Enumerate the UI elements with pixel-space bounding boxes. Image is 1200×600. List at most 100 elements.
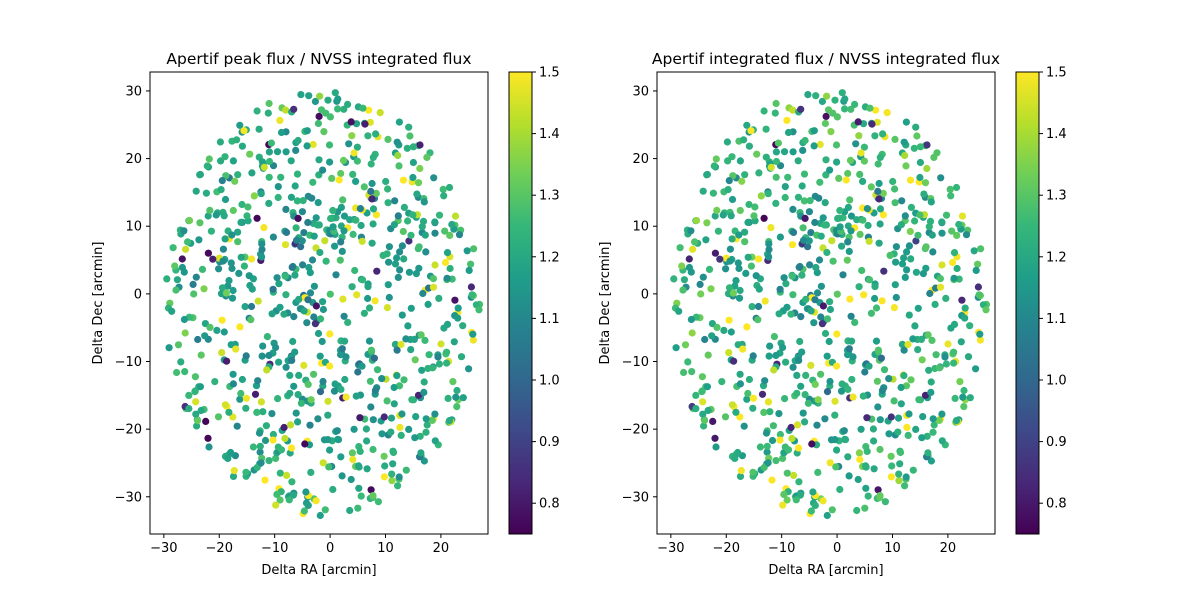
scatter-point xyxy=(358,276,367,284)
scatter-point xyxy=(316,315,325,323)
scatter-point xyxy=(779,454,787,462)
scatter-point xyxy=(744,253,752,261)
scatter-point xyxy=(828,506,836,514)
scatter-point xyxy=(881,498,890,506)
scatter-point xyxy=(936,283,945,291)
scatter-point xyxy=(281,434,289,443)
scatter-point xyxy=(182,245,190,253)
scatter-point xyxy=(356,447,364,455)
scatter-point xyxy=(953,264,961,273)
scatter-point xyxy=(876,153,884,161)
scatter-point xyxy=(909,466,917,474)
scatter-point xyxy=(185,391,193,399)
scatter-point xyxy=(856,230,864,238)
scatter-point xyxy=(223,357,231,365)
scatter-point xyxy=(342,353,350,361)
scatter-point xyxy=(307,396,315,404)
scatter-point xyxy=(950,348,958,356)
scatter-point xyxy=(399,227,407,236)
scatter-point xyxy=(430,174,438,182)
scatter-point xyxy=(890,397,898,405)
scatter-point xyxy=(315,171,323,179)
scatter-point xyxy=(932,351,940,359)
scatter-point xyxy=(755,169,763,177)
scatter-point xyxy=(356,205,364,213)
scatter-point xyxy=(811,296,819,304)
scatter-point xyxy=(938,437,946,445)
scatter-point xyxy=(892,293,900,302)
scatter-point xyxy=(192,187,200,195)
scatter-point xyxy=(469,330,477,338)
scatter-point xyxy=(218,177,226,185)
scatter-point xyxy=(823,388,832,396)
scatter-point xyxy=(184,238,192,246)
scatter-point xyxy=(431,229,439,237)
scatter-point xyxy=(253,408,261,416)
scatter-point xyxy=(736,157,745,165)
scatter-point xyxy=(359,104,367,112)
scatter-point xyxy=(324,96,332,104)
scatter-point xyxy=(684,358,692,366)
scatter-point xyxy=(258,253,266,261)
scatter-point xyxy=(976,330,984,338)
scatter-point xyxy=(257,190,265,198)
scatter-point xyxy=(369,416,377,424)
scatter-point xyxy=(753,150,761,158)
scatter-point xyxy=(848,375,856,384)
scatter-point xyxy=(696,280,704,288)
scatter-point xyxy=(781,183,789,191)
scatter-point xyxy=(234,171,242,179)
scatter-point xyxy=(871,294,879,303)
scatter-point xyxy=(885,375,893,383)
scatter-point xyxy=(902,473,910,481)
scatter-point xyxy=(425,351,433,359)
scatter-point xyxy=(221,235,229,243)
scatter-point xyxy=(355,484,363,492)
scatter-point xyxy=(397,340,405,349)
scatter-point xyxy=(312,302,320,310)
scatter-point xyxy=(299,197,307,205)
scatter-point xyxy=(814,468,822,476)
scatter-point xyxy=(420,198,428,206)
scatter-point xyxy=(273,148,282,156)
scatter-point xyxy=(745,142,754,150)
scatter-point xyxy=(901,151,909,160)
scatter-point xyxy=(225,277,233,285)
scatter-point xyxy=(347,475,355,484)
scatter-point xyxy=(815,194,823,202)
scatter-point xyxy=(443,320,452,328)
scatter-point xyxy=(385,243,393,251)
left-chart-title: Apertif peak flux / NVSS integrated flux xyxy=(166,50,471,68)
scatter-point xyxy=(847,212,856,220)
scatter-point xyxy=(405,268,413,276)
scatter-point xyxy=(901,482,909,490)
scatter-point xyxy=(336,256,344,264)
x-tick-label: 0 xyxy=(326,541,334,556)
scatter-point xyxy=(457,353,466,361)
scatter-point xyxy=(714,227,723,235)
scatter-point xyxy=(841,105,849,113)
scatter-point xyxy=(838,380,846,388)
scatter-point xyxy=(229,286,237,295)
scatter-point xyxy=(826,298,834,306)
scatter-point xyxy=(782,280,790,288)
scatter-point xyxy=(822,112,830,120)
scatter-point xyxy=(212,211,220,219)
scatter-point xyxy=(338,472,346,480)
scatter-point xyxy=(852,140,860,148)
scatter-point xyxy=(812,263,820,272)
scatter-point xyxy=(197,406,205,415)
scatter-point xyxy=(831,436,839,444)
scatter-point xyxy=(844,169,852,178)
scatter-point xyxy=(829,257,837,265)
scatter-point xyxy=(974,260,982,268)
scatter-point xyxy=(823,511,831,520)
scatter-point xyxy=(339,196,347,204)
scatter-point xyxy=(369,220,377,228)
colorbar-tick-label: 1.5 xyxy=(539,66,560,81)
scatter-point xyxy=(692,391,700,399)
scatter-point xyxy=(283,471,291,479)
scatter-point xyxy=(415,243,423,251)
scatter-point xyxy=(349,230,357,238)
scatter-point xyxy=(914,346,922,354)
